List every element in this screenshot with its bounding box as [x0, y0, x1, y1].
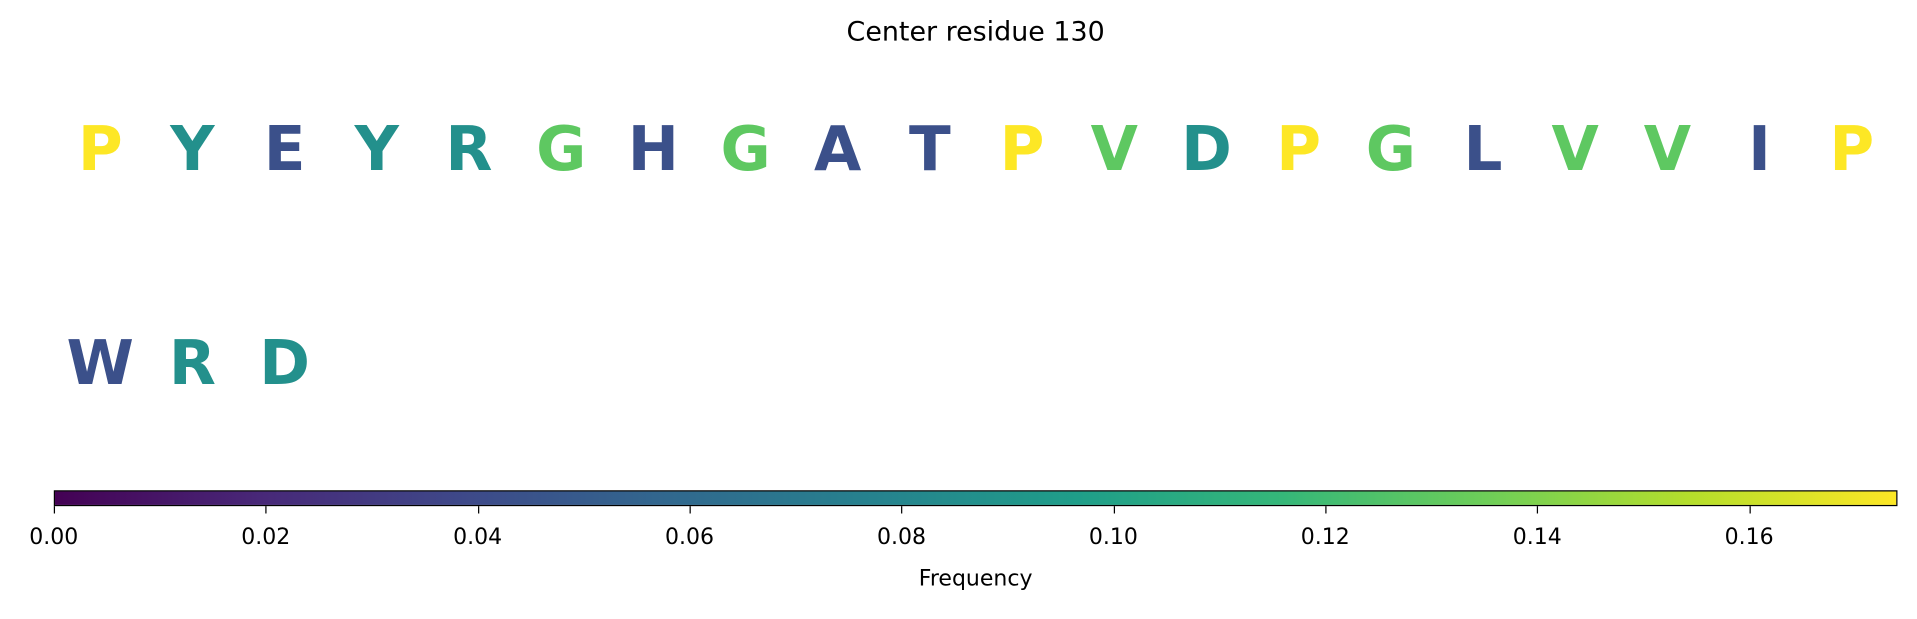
- colorbar-tick-label: 0.00: [29, 524, 79, 551]
- chart-title: Center residue 130: [846, 17, 1105, 48]
- colorbar-tick: [53, 506, 56, 514]
- colorbar-tick: [1113, 506, 1115, 514]
- residue-letter: T: [909, 113, 951, 185]
- colorbar-tick: [1537, 506, 1539, 514]
- residue-letter: R: [168, 327, 216, 399]
- colorbar-label: Frequency: [918, 566, 1033, 592]
- colorbar-tick-label: 0.06: [665, 524, 715, 551]
- colorbar-tick-label: 0.10: [1088, 524, 1138, 551]
- residue-letter: I: [1748, 113, 1771, 185]
- colorbar-tick: [901, 506, 903, 514]
- colorbar-tick: [265, 506, 267, 514]
- residue-letter: H: [627, 113, 679, 185]
- residue-letter: D: [1181, 113, 1232, 185]
- colorbar-tick: [477, 506, 479, 514]
- residue-letter: P: [77, 113, 123, 185]
- colorbar-tick-label: 0.12: [1300, 524, 1350, 551]
- residue-letter: L: [1463, 113, 1503, 185]
- colorbar-tick: [1749, 506, 1751, 514]
- residue-letter: V: [1090, 113, 1138, 185]
- residue-letter: W: [66, 327, 134, 399]
- residue-letter: P: [1829, 113, 1875, 185]
- colorbar: [53, 490, 1898, 507]
- colorbar-tick-label: 0.02: [241, 524, 291, 551]
- colorbar-tick-label: 0.16: [1724, 524, 1774, 551]
- colorbar-tick-label: 0.08: [876, 524, 926, 551]
- residue-letter: P: [999, 113, 1045, 185]
- residue-letter: D: [259, 327, 310, 399]
- colorbar-tick-label: 0.14: [1512, 524, 1562, 551]
- residue-letter: A: [814, 113, 862, 185]
- residue-letter: V: [1643, 113, 1692, 185]
- residue-letter: Y: [354, 113, 399, 185]
- colorbar-tick: [1325, 506, 1327, 514]
- colorbar-tick-label: 0.04: [453, 524, 503, 551]
- colorbar-tick: [689, 506, 691, 514]
- residue-letter: G: [1365, 113, 1416, 185]
- residue-letter: G: [720, 113, 771, 185]
- residue-letter: V: [1551, 113, 1599, 185]
- residue-letter: E: [263, 113, 306, 185]
- residue-letter: P: [1276, 113, 1322, 185]
- residue-letter: Y: [170, 113, 215, 185]
- residue-letter: R: [445, 113, 493, 185]
- residue-letter: G: [536, 113, 587, 185]
